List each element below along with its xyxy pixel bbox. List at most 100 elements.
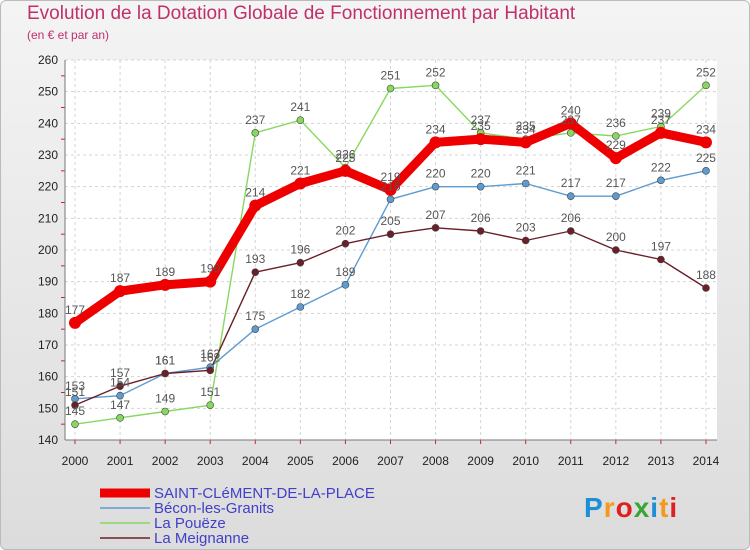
data-label-la-poueze: 151 — [200, 385, 220, 399]
data-label-becon-les-granits: 222 — [651, 160, 671, 174]
data-point-becon-les-granits — [341, 281, 350, 289]
x-tick-label: 2009 — [467, 454, 494, 468]
data-point-la-meignanne — [657, 255, 665, 264]
data-label-saint-clement-de-la-place: 187 — [110, 271, 130, 285]
data-label-becon-les-granits: 175 — [245, 309, 265, 323]
data-point-saint-clement-de-la-place — [384, 183, 397, 196]
data-label-saint-clement-de-la-place: 225 — [335, 151, 355, 165]
data-label-saint-clement-de-la-place: 240 — [561, 103, 581, 117]
x-tick-label: 2006 — [332, 454, 359, 468]
logo-letter: P — [584, 492, 604, 523]
data-point-becon-les-granits — [386, 195, 395, 204]
data-point-saint-clement-de-la-place — [159, 278, 172, 291]
data-point-saint-clement-de-la-place — [564, 117, 577, 130]
data-point-la-poueze — [206, 401, 215, 409]
data-label-becon-les-granits: 217 — [606, 176, 626, 190]
data-label-becon-les-granits: 216 — [380, 179, 400, 193]
data-point-la-meignanne — [161, 369, 169, 378]
x-tick-label: 2014 — [693, 454, 720, 468]
logo-letter: i — [650, 492, 660, 523]
y-tick-label: 180 — [38, 306, 58, 320]
data-point-la-poueze — [251, 129, 260, 137]
data-label-la-meignanne: 193 — [245, 252, 265, 266]
y-tick-label: 220 — [38, 180, 58, 194]
data-point-becon-les-granits — [521, 179, 530, 188]
data-label-saint-clement-de-la-place: 229 — [606, 138, 626, 152]
data-point-la-meignanne — [702, 284, 710, 292]
data-point-la-meignanne — [566, 227, 575, 235]
data-label-la-poueze: 149 — [155, 392, 175, 406]
data-point-becon-les-granits — [251, 325, 260, 333]
x-tick-label: 2013 — [648, 454, 675, 468]
data-point-la-meignanne — [386, 230, 395, 238]
x-tick-label: 2011 — [558, 454, 584, 468]
data-point-saint-clement-de-la-place — [249, 199, 262, 212]
data-label-la-meignanne: 157 — [110, 366, 130, 380]
data-point-saint-clement-de-la-place — [519, 136, 532, 149]
data-label-becon-les-granits: 217 — [561, 176, 581, 190]
y-tick-label: 160 — [38, 370, 58, 384]
data-label-saint-clement-de-la-place: 237 — [651, 113, 671, 127]
data-point-saint-clement-de-la-place — [654, 126, 667, 139]
data-point-la-meignanne — [71, 401, 79, 409]
data-label-saint-clement-de-la-place: 177 — [65, 303, 85, 317]
y-tick-label: 170 — [38, 338, 58, 352]
data-point-la-meignanne — [251, 268, 260, 276]
data-point-saint-clement-de-la-place — [429, 136, 442, 149]
data-label-la-meignanne: 202 — [335, 224, 355, 238]
chart-subtitle: (en € et par an) — [27, 28, 110, 42]
data-label-la-poueze: 147 — [110, 398, 130, 412]
proxiti-logo: Proxiti — [584, 492, 678, 524]
data-label-becon-les-granits: 153 — [65, 379, 85, 393]
data-point-la-poueze — [612, 132, 620, 140]
x-tick-label: 2010 — [512, 454, 539, 468]
x-tick-label: 2008 — [422, 454, 449, 468]
data-label-la-meignanne: 205 — [380, 214, 400, 228]
data-point-saint-clement-de-la-place — [204, 275, 217, 288]
data-label-la-meignanne: 203 — [516, 221, 536, 235]
data-label-la-meignanne: 151 — [65, 385, 85, 399]
data-point-la-meignanne — [116, 382, 124, 390]
y-tick-label: 240 — [38, 116, 58, 130]
data-label-becon-les-granits: 182 — [290, 287, 310, 301]
data-label-la-meignanne: 206 — [471, 211, 491, 225]
data-label-la-meignanne: 196 — [290, 243, 310, 257]
data-label-saint-clement-de-la-place: 221 — [290, 164, 310, 178]
data-point-la-poueze — [431, 81, 440, 90]
x-tick-label: 2001 — [107, 454, 134, 468]
data-point-la-meignanne — [431, 224, 440, 232]
data-label-saint-clement-de-la-place: 190 — [200, 262, 220, 276]
data-label-becon-les-granits: 154 — [110, 376, 130, 390]
data-point-saint-clement-de-la-place — [609, 152, 622, 165]
x-tick-label: 2005 — [287, 454, 314, 468]
y-tick-label: 190 — [38, 275, 58, 289]
data-label-la-poueze: 252 — [696, 65, 716, 79]
logo-letter: x — [633, 492, 651, 523]
data-label-becon-les-granits: 220 — [426, 167, 446, 181]
data-label-la-meignanne: 197 — [651, 240, 671, 254]
data-point-becon-les-granits — [116, 391, 124, 400]
logo-letter: i — [669, 492, 679, 523]
data-point-la-poueze — [296, 116, 305, 124]
x-tick-label: 2000 — [62, 454, 89, 468]
legend-label: La Meignanne — [154, 530, 249, 547]
x-tick-label: 2004 — [242, 454, 269, 468]
data-point-saint-clement-de-la-place — [294, 177, 307, 190]
data-label-la-poueze: 251 — [380, 69, 400, 83]
data-point-saint-clement-de-la-place — [339, 164, 352, 177]
data-label-la-meignanne: 162 — [200, 350, 220, 364]
data-label-becon-les-granits: 163 — [200, 347, 220, 361]
data-label-la-poueze: 226 — [335, 148, 355, 162]
data-point-la-meignanne — [521, 236, 530, 245]
x-tick-label: 2002 — [152, 454, 179, 468]
data-point-la-meignanne — [341, 239, 350, 248]
data-label-saint-clement-de-la-place: 234 — [696, 122, 716, 136]
data-label-becon-les-granits: 221 — [516, 164, 536, 178]
data-point-la-meignanne — [612, 246, 620, 254]
data-label-la-poueze: 237 — [245, 113, 265, 127]
data-label-la-meignanne: 207 — [426, 208, 446, 222]
data-point-la-poueze — [71, 420, 79, 428]
legend-label: La Pouëze — [154, 515, 226, 532]
data-label-la-poueze: 237 — [471, 113, 491, 127]
